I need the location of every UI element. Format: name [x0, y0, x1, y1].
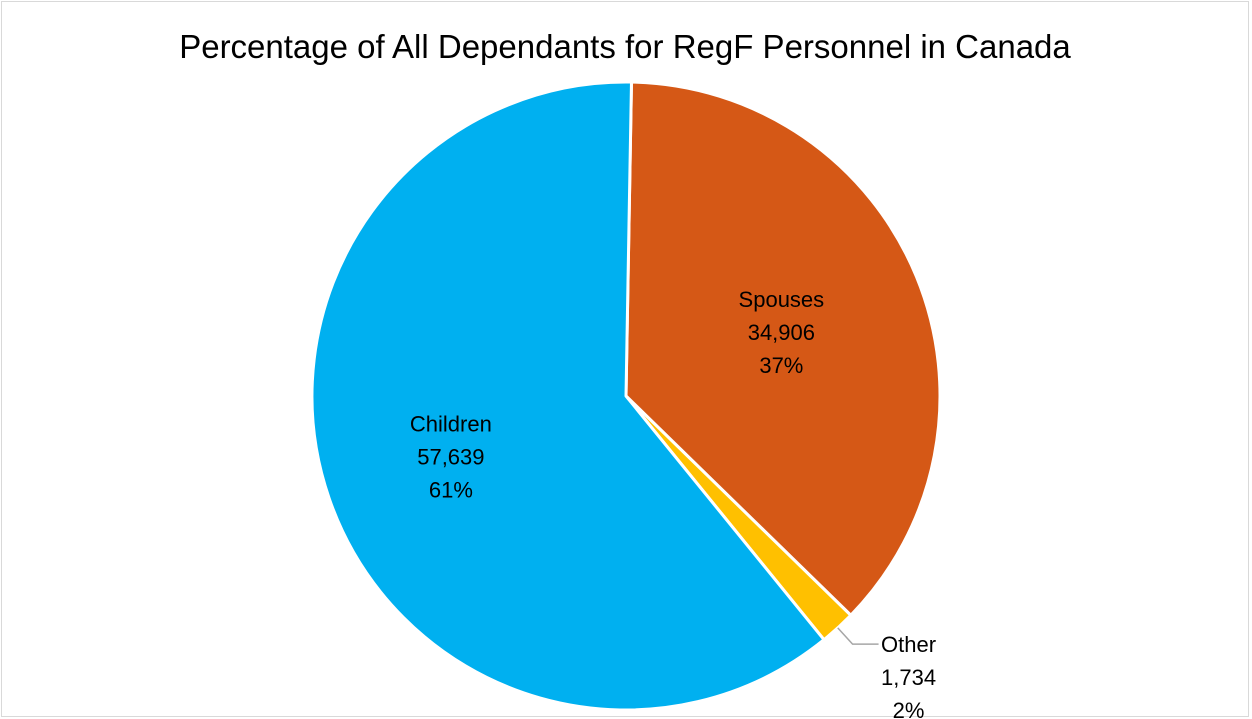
label-percent: 61%	[429, 477, 473, 502]
data-label-spouses: Spouses 34,906 37%	[739, 287, 825, 378]
label-value: 1,734	[881, 665, 936, 690]
label-percent: 37%	[759, 353, 803, 378]
pie-leader-lines	[837, 627, 879, 645]
data-label-other: Other 1,734 2%	[881, 632, 936, 719]
chart-title: Percentage of All Dependants for RegF Pe…	[179, 28, 1071, 65]
label-category: Children	[410, 411, 492, 436]
label-category: Spouses	[739, 287, 825, 312]
pie-slice-children	[310, 80, 826, 712]
pie-slices	[310, 80, 942, 712]
label-value: 34,906	[748, 320, 815, 345]
leader-line-other	[837, 627, 879, 645]
label-category: Other	[881, 632, 936, 657]
label-percent: 2%	[893, 698, 925, 719]
label-value: 57,639	[417, 444, 484, 469]
pie-data-labels: Spouses 34,906 37% Other 1,734 2% Children 57,6…	[410, 287, 936, 719]
pie-slice-spouses	[624, 80, 942, 617]
data-label-children: Children 57,639 61%	[410, 411, 492, 502]
